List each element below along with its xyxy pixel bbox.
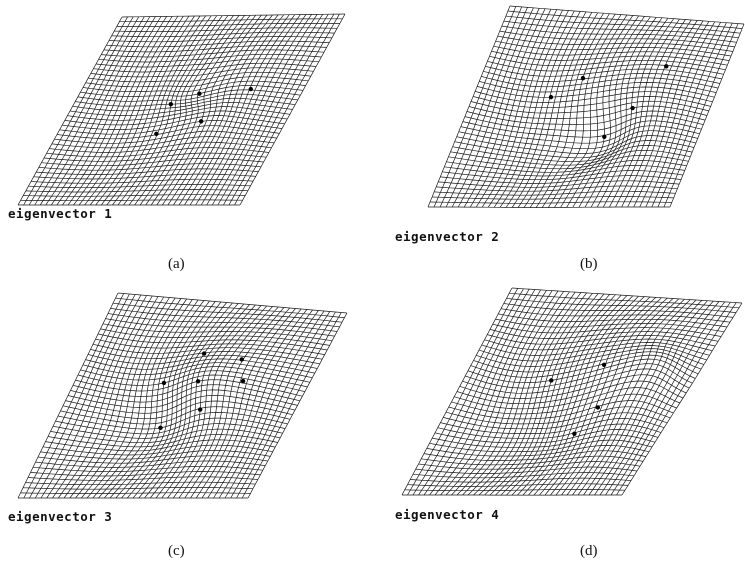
panel-label-d: (d)	[580, 543, 598, 559]
grid-lines	[427, 5, 745, 208]
deformed-grid-d	[401, 287, 743, 496]
deformed-grid-a	[17, 13, 346, 206]
landmark-dot	[197, 407, 203, 412]
landmark-dot	[154, 131, 159, 137]
landmark-dot	[580, 75, 586, 81]
landmark-dot	[548, 94, 554, 100]
landmark-dot	[240, 378, 246, 384]
grid-lines	[401, 287, 743, 496]
panel-label-a: (a)	[168, 256, 185, 272]
landmark-dot	[602, 134, 607, 139]
panel-c: eigenvector 3 (c)	[0, 285, 372, 570]
landmark-dot	[595, 405, 601, 410]
landmark-dot	[601, 362, 607, 367]
panel-caption-a: eigenvector 1	[8, 206, 113, 221]
landmark-dot	[198, 119, 204, 124]
panel-a: eigenvector 1 (a)	[0, 0, 372, 285]
landmark-dot	[572, 431, 577, 436]
landmark-dot	[201, 351, 207, 356]
deformed-grid-c	[17, 292, 348, 499]
landmark-dot	[161, 380, 167, 386]
panel-caption-d: eigenvector 4	[395, 507, 500, 522]
panel-d: eigenvector 4 (d)	[372, 285, 744, 570]
panel-label-c: (c)	[168, 543, 185, 559]
landmark-dot	[248, 86, 254, 92]
grid-lines	[17, 13, 346, 206]
panel-b: eigenvector 2 (b)	[372, 0, 745, 285]
landmark-dot	[239, 357, 244, 362]
grid-lines	[17, 292, 348, 499]
deformed-grid-b	[427, 5, 745, 208]
landmark-dot	[197, 91, 202, 96]
panel-caption-c: eigenvector 3	[8, 509, 113, 524]
landmark-dot	[630, 105, 635, 111]
landmark-dot	[195, 379, 201, 384]
landmark-dot	[549, 378, 554, 383]
landmark-dot	[158, 425, 163, 431]
landmark-dot	[664, 64, 669, 69]
landmark-dot	[168, 101, 174, 107]
panel-caption-b: eigenvector 2	[395, 229, 500, 244]
panel-label-b: (b)	[580, 256, 598, 272]
